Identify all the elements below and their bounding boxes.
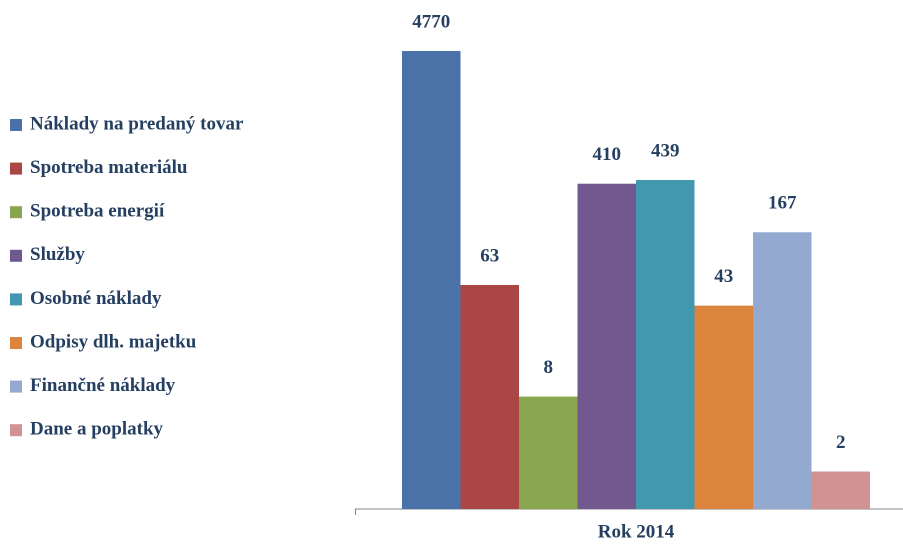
bar	[577, 183, 636, 509]
legend-label: Dane a poplatky	[30, 419, 164, 440]
data-label: 439	[651, 140, 680, 161]
legend-swatch	[10, 293, 22, 306]
data-label: 8	[544, 357, 554, 378]
legend-label: Spotreba materiálu	[30, 157, 188, 178]
bar	[811, 471, 870, 509]
data-label: 2	[836, 432, 846, 453]
data-label: 410	[593, 144, 622, 165]
legend-label: Spotreba energií	[30, 201, 165, 222]
bar	[636, 180, 695, 509]
bar	[694, 305, 753, 509]
legend-swatch	[10, 162, 22, 175]
legend-swatch	[10, 424, 22, 437]
data-label: 63	[480, 245, 499, 266]
legend-swatch	[10, 380, 22, 393]
bar	[402, 51, 461, 509]
legend-swatch	[10, 119, 22, 131]
legend-label: Osobné náklady	[30, 288, 162, 309]
legend-label: Služby	[30, 244, 85, 265]
legend-swatch	[10, 337, 22, 349]
legend-swatch	[10, 206, 22, 219]
data-label: 167	[768, 193, 797, 214]
data-label: 4770	[412, 11, 450, 32]
data-label: 43	[714, 266, 733, 287]
bar	[753, 232, 812, 510]
legend-label: Odpisy dlh. majetku	[30, 331, 197, 352]
legend-swatch	[10, 249, 22, 262]
bar	[519, 396, 578, 509]
legend-label: Náklady na predaný tovar	[30, 113, 244, 134]
x-tick-label: Rok 2014	[598, 521, 675, 542]
legend-label: Finančné náklady	[30, 375, 176, 396]
bar	[460, 284, 519, 509]
